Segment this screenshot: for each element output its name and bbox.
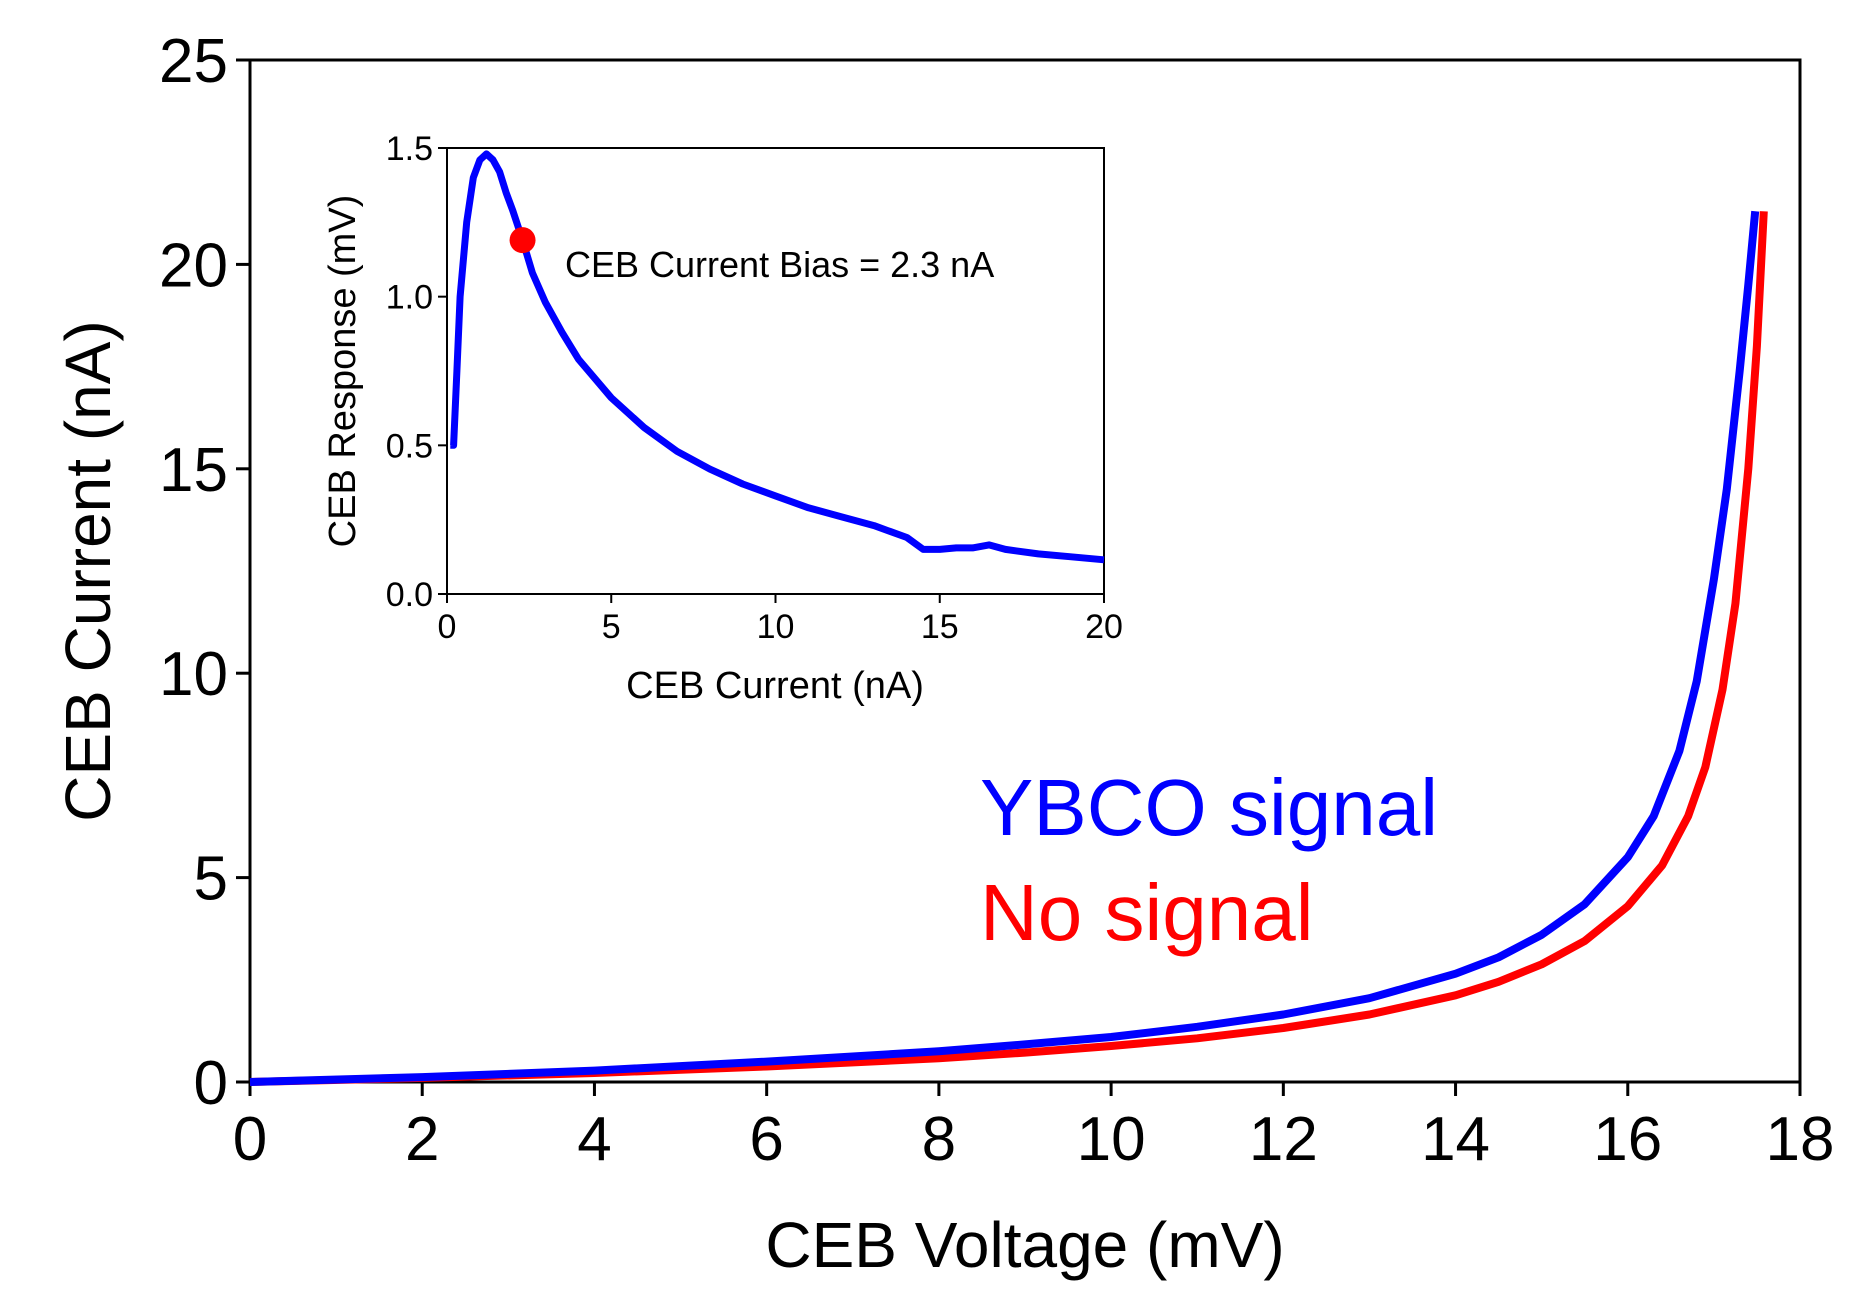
legend-no-signal: No signal bbox=[980, 868, 1314, 957]
main-x-tick-label: 4 bbox=[577, 1105, 611, 1174]
main-y-tick-label: 0 bbox=[194, 1049, 228, 1118]
main-x-tick-label: 16 bbox=[1593, 1105, 1662, 1174]
inset-x-tick-label: 5 bbox=[602, 608, 621, 646]
main-y-tick-label: 5 bbox=[194, 845, 228, 914]
inset-annotation: CEB Current Bias = 2.3 nA bbox=[565, 244, 994, 285]
main-y-tick-label: 20 bbox=[159, 231, 228, 300]
main-x-tick-label: 18 bbox=[1766, 1105, 1835, 1174]
main-x-tick-label: 10 bbox=[1077, 1105, 1146, 1174]
main-x-tick-label: 6 bbox=[749, 1105, 783, 1174]
inset-y-tick-label: 1.0 bbox=[386, 279, 433, 317]
inset-series-group bbox=[450, 150, 1105, 564]
main-x-tick-label: 12 bbox=[1249, 1105, 1318, 1174]
inset-y-tick-label: 0.5 bbox=[386, 427, 433, 465]
main-y-tick-label: 25 bbox=[159, 27, 228, 96]
inset-y-axis-label: CEB Response (mV) bbox=[322, 195, 364, 548]
main-y-tick-label: 10 bbox=[159, 640, 228, 709]
inset-series-line-response bbox=[450, 150, 1105, 564]
inset-x-tick-label: 20 bbox=[1085, 608, 1123, 646]
main-y-axis-label: CEB Current (nA) bbox=[52, 320, 124, 821]
inset-x-tick-label: 15 bbox=[921, 608, 959, 646]
main-x-tick-label: 0 bbox=[233, 1105, 267, 1174]
main-series-group bbox=[249, 210, 1768, 1086]
main-x-axis-label: CEB Voltage (mV) bbox=[765, 1209, 1284, 1281]
legend-ybco-signal: YBCO signal bbox=[980, 763, 1438, 852]
inset-bias-marker bbox=[509, 227, 536, 254]
main-x-tick-label: 8 bbox=[922, 1105, 956, 1174]
main-y-tick-label: 15 bbox=[159, 436, 228, 505]
inset-x-tick-label: 10 bbox=[757, 608, 795, 646]
main-ticks: 0 2 4 6 8 10 12 14 16 18 0 5 10 15 20 25 bbox=[159, 27, 1834, 1174]
main-x-tick-label: 2 bbox=[405, 1105, 439, 1174]
inset-background bbox=[447, 148, 1104, 594]
series-line-ybco-signal bbox=[249, 210, 1760, 1086]
main-plot-frame bbox=[248, 58, 1802, 1084]
inset-y-tick-label: 0.0 bbox=[386, 576, 433, 614]
inset-y-tick-label: 1.5 bbox=[386, 130, 433, 168]
main-x-tick-label: 14 bbox=[1421, 1105, 1490, 1174]
inset-x-axis-label: CEB Current (nA) bbox=[626, 665, 924, 707]
series-line-no-signal bbox=[249, 211, 1768, 1086]
inset-x-tick-label: 0 bbox=[438, 608, 457, 646]
inset-ticks: 0 5 10 15 20 0.0 0.5 1.0 1.5 bbox=[386, 130, 1123, 646]
